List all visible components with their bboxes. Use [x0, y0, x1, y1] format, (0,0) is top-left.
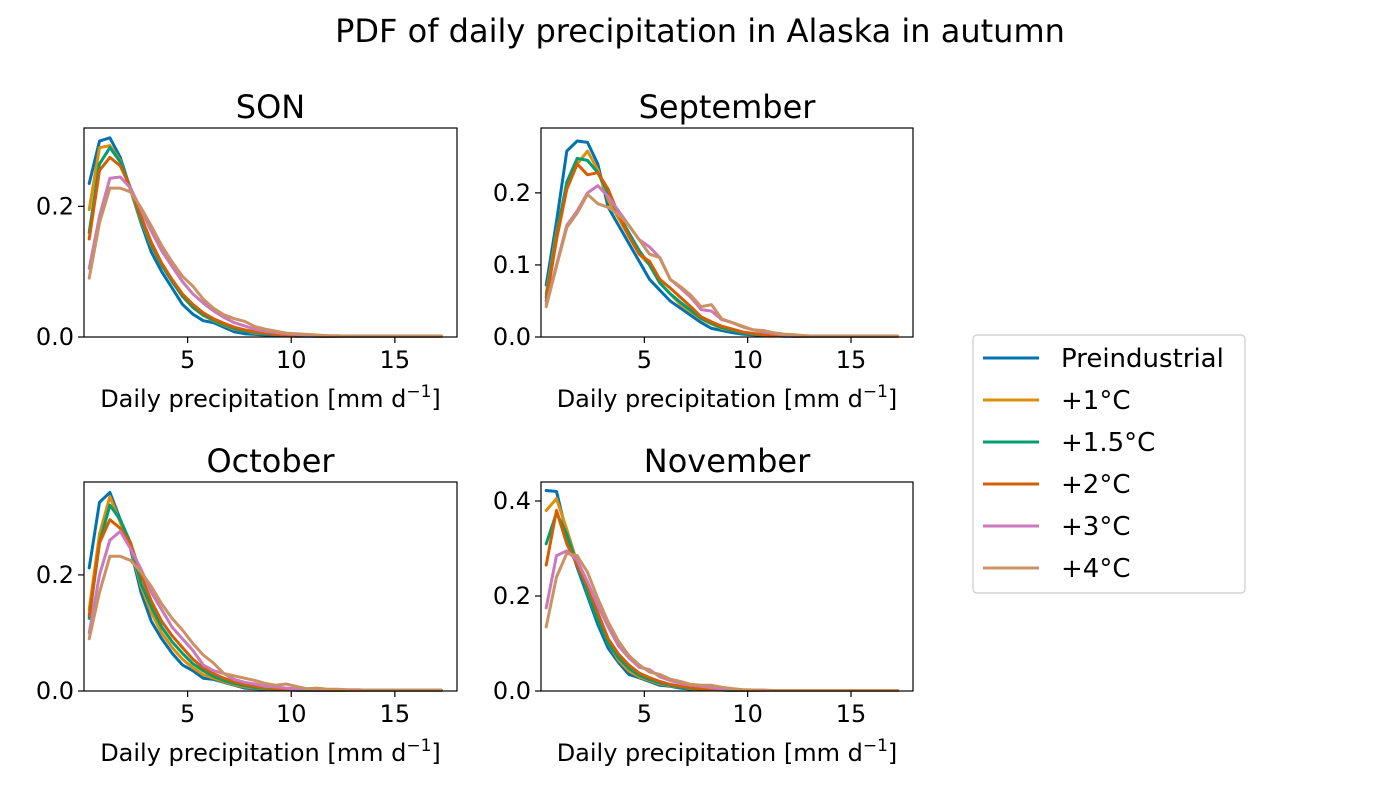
legend-entry: +3°C: [983, 512, 1130, 542]
x-axis-label: Daily precipitation [mm d−1]: [100, 382, 441, 413]
series-line: [544, 162, 899, 338]
legend-entry: Preindustrial: [983, 344, 1224, 374]
legend-label: +4°C: [1061, 554, 1130, 584]
y-tick-label: 0.2: [493, 179, 531, 207]
legend-entry: +2°C: [983, 470, 1130, 500]
legend-entry: +4°C: [983, 554, 1130, 584]
axes-frame: [83, 481, 458, 692]
series-line: [544, 497, 899, 692]
x-tick-label: 5: [637, 346, 652, 374]
series-line: [544, 149, 899, 338]
series-line: [544, 192, 899, 338]
legend: Preindustrial +1°C +1.5°C +2°C +3°C +4°C: [972, 334, 1246, 594]
x-tick-label: 10: [732, 700, 763, 728]
x-axis-label: Daily precipitation [mm d−1]: [557, 736, 898, 767]
y-tick-label: 0.1: [493, 251, 531, 279]
x-tick-label: 10: [732, 346, 763, 374]
legend-label: Preindustrial: [1061, 344, 1224, 374]
axes-frame: [83, 127, 458, 338]
legend-box: [972, 334, 1246, 594]
panels: SON 5 10 15 0.0 0.2 Daily precipitation [mm d−…: [36, 88, 914, 767]
legend-label: +1°C: [1061, 386, 1130, 416]
panel-title: October: [206, 442, 335, 480]
series-line: [87, 144, 443, 338]
legend-label: +2°C: [1061, 470, 1130, 500]
series-line: [87, 186, 443, 338]
series-line: [87, 529, 443, 692]
y-tick-label: 0.0: [493, 323, 531, 351]
axes-frame: [540, 127, 914, 338]
legend-label: +1.5°C: [1061, 428, 1155, 458]
x-tick-label: 15: [836, 700, 867, 728]
panel-2: September 5 10 15 0.0 0.1 0.2 Daily precipitati…: [493, 88, 914, 413]
x-tick-label: 15: [380, 700, 411, 728]
series-line: [87, 146, 443, 338]
y-tick-label: 0.2: [36, 561, 74, 589]
series-line: [87, 518, 443, 692]
x-tick-label: 10: [276, 700, 307, 728]
legend-entry: +1°C: [983, 386, 1130, 416]
x-tick-label: 5: [180, 346, 195, 374]
series-line: [544, 184, 899, 338]
axes-frame: [540, 481, 914, 692]
y-tick-label: 0.4: [493, 487, 531, 515]
y-tick-label: 0.0: [36, 323, 74, 351]
y-tick-label: 0.2: [36, 192, 74, 220]
series-line: [87, 136, 443, 338]
panel-4: November 5 10 15 0.0 0.2 0.4 Daily precipitatio…: [493, 442, 914, 767]
panel-title: November: [644, 442, 811, 480]
panel-title: September: [639, 88, 817, 126]
series-line: [87, 175, 443, 338]
y-tick-label: 0.2: [493, 582, 531, 610]
x-tick-label: 15: [836, 346, 867, 374]
panel-3: October 5 10 15 0.0 0.2 Daily precipitation [m…: [36, 442, 458, 767]
x-tick-label: 15: [380, 346, 411, 374]
series-line: [87, 155, 443, 338]
x-tick-label: 5: [180, 700, 195, 728]
x-tick-label: 5: [637, 700, 652, 728]
x-tick-label: 10: [276, 346, 307, 374]
legend-label: +3°C: [1061, 512, 1130, 542]
legend-entry: +1.5°C: [983, 428, 1155, 458]
panel-1: SON 5 10 15 0.0 0.2 Daily precipitation [mm d−…: [36, 88, 458, 413]
x-axis-label: Daily precipitation [mm d−1]: [557, 382, 898, 413]
y-tick-label: 0.0: [36, 677, 74, 705]
panel-title: SON: [236, 88, 305, 126]
figure-title: PDF of daily precipitation in Alaska in …: [335, 12, 1065, 50]
x-axis-label: Daily precipitation [mm d−1]: [100, 736, 441, 767]
y-tick-label: 0.0: [493, 677, 531, 705]
series-line: [544, 489, 899, 692]
